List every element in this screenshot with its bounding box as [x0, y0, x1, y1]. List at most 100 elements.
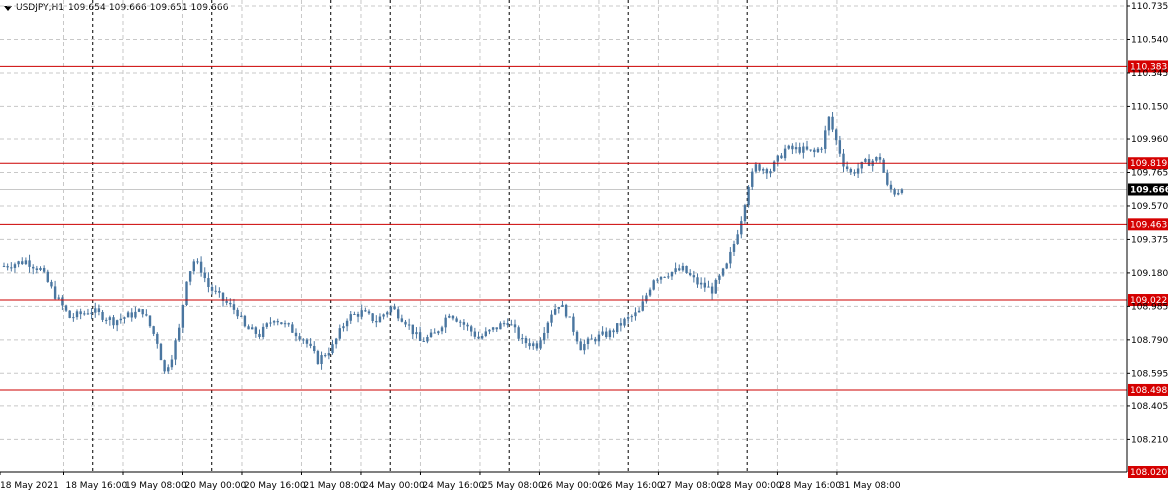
candle — [21, 257, 24, 265]
candle — [411, 324, 414, 340]
candle — [170, 354, 174, 370]
candle — [528, 338, 531, 350]
level-label-bg — [1128, 60, 1168, 73]
candle-body — [707, 286, 710, 288]
candle — [360, 304, 363, 320]
candle-body — [137, 309, 141, 312]
candle — [871, 158, 874, 172]
candle-body — [400, 318, 404, 322]
candle — [867, 154, 871, 167]
candle — [477, 331, 480, 340]
candle — [378, 313, 382, 323]
candle-body — [889, 184, 893, 190]
x-tick-label: 18 May 16:00 — [65, 481, 127, 491]
candle — [853, 169, 856, 177]
horizontal-levels[interactable]: 110.383 109.819 109.463 109.022 108.498 108.0… — [0, 60, 1168, 478]
candle-body — [152, 326, 155, 334]
candle-body — [532, 343, 535, 347]
candle — [769, 168, 772, 178]
candle-body — [196, 261, 199, 263]
candle — [46, 269, 49, 283]
candle — [729, 247, 732, 269]
y-tick-label: 110.540 — [1131, 35, 1168, 45]
candle — [553, 303, 557, 316]
candle-body — [605, 331, 608, 338]
candle-body — [553, 308, 557, 315]
candle — [824, 125, 827, 154]
candle — [791, 143, 794, 155]
candle — [400, 314, 404, 323]
candle-body — [126, 312, 130, 318]
y-tick-label: 108.985 — [1131, 302, 1168, 312]
candle — [57, 294, 60, 301]
candle — [626, 313, 630, 324]
candle-body — [2, 266, 6, 268]
candle-body — [867, 158, 871, 166]
level-label-bg — [1128, 383, 1168, 396]
candle — [667, 272, 670, 279]
candle — [108, 315, 112, 326]
candle-body — [86, 313, 90, 315]
candle-body — [240, 315, 243, 317]
candle-body — [225, 300, 228, 303]
candle — [86, 308, 90, 315]
day-separators — [92, 0, 748, 472]
candle — [276, 318, 279, 326]
candle — [499, 321, 502, 330]
candle — [849, 167, 852, 175]
candle-body — [272, 321, 276, 323]
candle — [422, 337, 425, 342]
candle-body — [699, 282, 703, 285]
candle — [53, 280, 57, 301]
candle — [207, 272, 210, 293]
candle-body — [758, 164, 761, 171]
candle-body — [305, 339, 309, 344]
candle-body — [123, 317, 126, 319]
candle-body — [751, 171, 754, 187]
candle-body — [568, 316, 571, 318]
candle — [543, 327, 546, 345]
candle — [10, 262, 13, 272]
candle — [83, 310, 86, 316]
candle-body — [192, 261, 195, 272]
candle-body — [470, 326, 473, 332]
candle — [349, 310, 352, 324]
candle-body — [101, 311, 104, 320]
candle — [674, 262, 677, 275]
candle-body — [411, 324, 414, 335]
dropdown-triangle-icon[interactable] — [4, 5, 12, 11]
candle-body — [612, 330, 615, 333]
candle-body — [418, 332, 422, 341]
candle-body — [824, 130, 827, 149]
candle-body — [188, 271, 192, 282]
level-label: 109.819 — [1130, 159, 1167, 169]
candle-body — [586, 338, 590, 345]
candle-body — [42, 267, 46, 272]
candle-body — [422, 340, 425, 342]
candle — [900, 188, 904, 195]
candle-body — [94, 308, 97, 313]
candle-body — [203, 272, 206, 279]
candle — [703, 277, 706, 292]
candle-body — [601, 331, 604, 335]
candle — [181, 304, 185, 333]
candle — [459, 319, 462, 328]
candle — [294, 328, 298, 342]
candle-body — [426, 337, 429, 342]
candle — [816, 146, 820, 154]
candle — [864, 157, 867, 163]
candle-body — [893, 189, 896, 195]
candle — [199, 256, 203, 277]
y-tick-label: 109.960 — [1131, 135, 1168, 145]
candle-body — [148, 315, 152, 327]
candle-body — [251, 327, 254, 330]
candle — [258, 329, 261, 339]
candle-body — [375, 321, 378, 323]
candle — [101, 310, 104, 323]
candle — [710, 282, 714, 300]
candle — [699, 277, 703, 289]
candle-body — [61, 297, 64, 306]
candle — [280, 322, 283, 325]
candle-body — [455, 318, 458, 322]
